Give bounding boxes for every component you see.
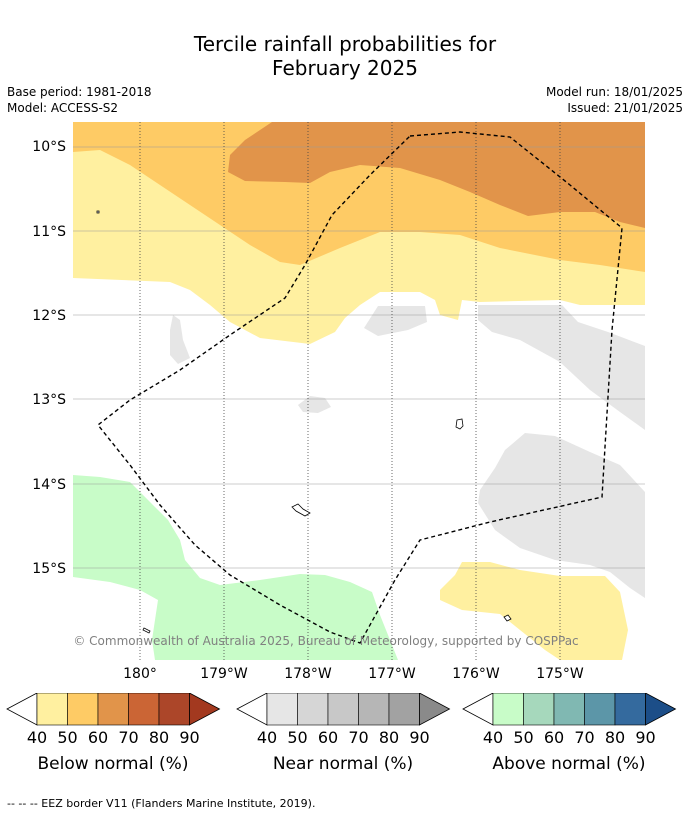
colorbar-above-tick: 80 bbox=[604, 728, 626, 747]
gridlines bbox=[73, 146, 645, 569]
model-name: Model: ACCESS-S2 bbox=[7, 101, 119, 115]
colorbar-below-segment bbox=[36, 693, 68, 726]
longitude-labels: 180° 179°W 178°W 177°W 176°W 175°W bbox=[123, 666, 584, 682]
colorbar-below-tick: 80 bbox=[148, 728, 170, 747]
near-normal-region-west bbox=[170, 315, 190, 364]
lon-label: 179°W bbox=[200, 666, 248, 682]
colorbar-near-segment bbox=[388, 693, 420, 726]
near-normal-region-small bbox=[298, 396, 331, 413]
title-line-2: February 2025 bbox=[272, 56, 418, 80]
colorbar-above-tick: 90 bbox=[635, 728, 656, 747]
colorbar-above-segment bbox=[584, 693, 616, 726]
colorbar-near-segment bbox=[358, 693, 390, 726]
colorbar-above-segment bbox=[523, 693, 555, 726]
below-normal-60-70-region bbox=[228, 122, 645, 228]
copyright-text: © Commonwealth of Australia 2025, Bureau… bbox=[73, 634, 578, 648]
above-normal-40-50-region bbox=[73, 475, 398, 660]
colorbars bbox=[6, 693, 677, 726]
colorbar-above-segment bbox=[614, 693, 646, 726]
colorbar-label-near: Near normal (%) bbox=[272, 754, 414, 774]
colorbar-above-tick: 40 bbox=[482, 728, 504, 747]
colorbar-above-tick: 70 bbox=[574, 728, 595, 747]
colorbar-above-segment bbox=[553, 693, 585, 726]
colorbar-near-segment bbox=[327, 693, 359, 726]
lat-label: 13°S bbox=[32, 392, 66, 408]
colorbar-below-extend-low bbox=[6, 693, 38, 726]
lat-label: 11°S bbox=[32, 224, 66, 240]
lon-label: 175°W bbox=[536, 666, 584, 682]
colorbar-near-tick: 60 bbox=[317, 728, 339, 747]
colorbar-below-tick: 50 bbox=[57, 728, 78, 747]
island-1 bbox=[455, 418, 464, 430]
lat-label: 12°S bbox=[32, 308, 66, 324]
colorbar-above-tick: 60 bbox=[543, 728, 565, 747]
colorbar-near-tick: 70 bbox=[348, 728, 369, 747]
lon-label: 176°W bbox=[452, 666, 500, 682]
eez-border bbox=[97, 131, 623, 644]
colorbar-label-below: Below normal (%) bbox=[37, 754, 189, 774]
colorbar-near-tick: 80 bbox=[378, 728, 400, 747]
lon-label: 177°W bbox=[368, 666, 416, 682]
colorbar-near-segment bbox=[297, 693, 329, 726]
colorbar-above-extend-low bbox=[462, 693, 494, 726]
colorbar-near-tick: 40 bbox=[256, 728, 278, 747]
lon-label: 178°W bbox=[284, 666, 332, 682]
colorbar-below-tick: 90 bbox=[179, 728, 200, 747]
colorbar-near-segment bbox=[266, 693, 298, 726]
lat-label: 14°S bbox=[32, 477, 66, 493]
colorbar-near-tick: 50 bbox=[287, 728, 308, 747]
colorbar-below-tick: 60 bbox=[87, 728, 109, 747]
colorbar-below-extend-high bbox=[189, 693, 221, 726]
issued-date: Issued: 21/01/2025 bbox=[567, 101, 683, 115]
island-4 bbox=[96, 210, 100, 214]
colorbar-below-segment bbox=[67, 693, 99, 726]
meta-left: Base period: 1981-2018 Model: ACCESS-S2 bbox=[7, 84, 152, 116]
colorbar-near-extend-high bbox=[419, 693, 451, 726]
colorbar-below-segment bbox=[128, 693, 160, 726]
island-5 bbox=[142, 627, 151, 634]
lon-label: 180° bbox=[123, 666, 157, 682]
colorbar-below-segment bbox=[97, 693, 129, 726]
colorbar-below-segment bbox=[158, 693, 190, 726]
eez-footnote: -- -- -- EEZ border V11 (Flanders Marine… bbox=[7, 797, 316, 810]
title-line-1: Tercile rainfall probabilities for bbox=[193, 32, 497, 56]
colorbar-below-tick: 70 bbox=[118, 728, 139, 747]
island-3 bbox=[503, 614, 512, 622]
colorbar-near-tick: 90 bbox=[409, 728, 430, 747]
colorbar-above-segment bbox=[492, 693, 524, 726]
base-period: Base period: 1981-2018 bbox=[7, 85, 152, 99]
colorbar-below-tick: 40 bbox=[26, 728, 48, 747]
island-2 bbox=[291, 503, 311, 517]
lat-label: 15°S bbox=[32, 561, 66, 577]
model-run: Model run: 18/01/2025 bbox=[545, 85, 683, 99]
colorbar-label-above: Above normal (%) bbox=[492, 754, 646, 774]
colorbar-above-tick: 50 bbox=[513, 728, 534, 747]
below-normal-region-southeast bbox=[440, 562, 628, 660]
latitude-labels: 10°S 11°S 12°S 13°S 14°S 15°S bbox=[32, 139, 66, 577]
forecast-map: © Commonwealth of Australia 2025, Bureau… bbox=[32, 122, 645, 682]
lat-label: 10°S bbox=[32, 139, 66, 155]
islands bbox=[96, 210, 512, 634]
near-normal-region-central bbox=[364, 306, 427, 336]
colorbar-above-extend-high bbox=[645, 693, 677, 726]
colorbar-near-extend-low bbox=[236, 693, 268, 726]
map-plot-area: © Commonwealth of Australia 2025, Bureau… bbox=[73, 122, 645, 660]
meta-right: Model run: 18/01/2025 Issued: 21/01/2025 bbox=[546, 84, 683, 116]
